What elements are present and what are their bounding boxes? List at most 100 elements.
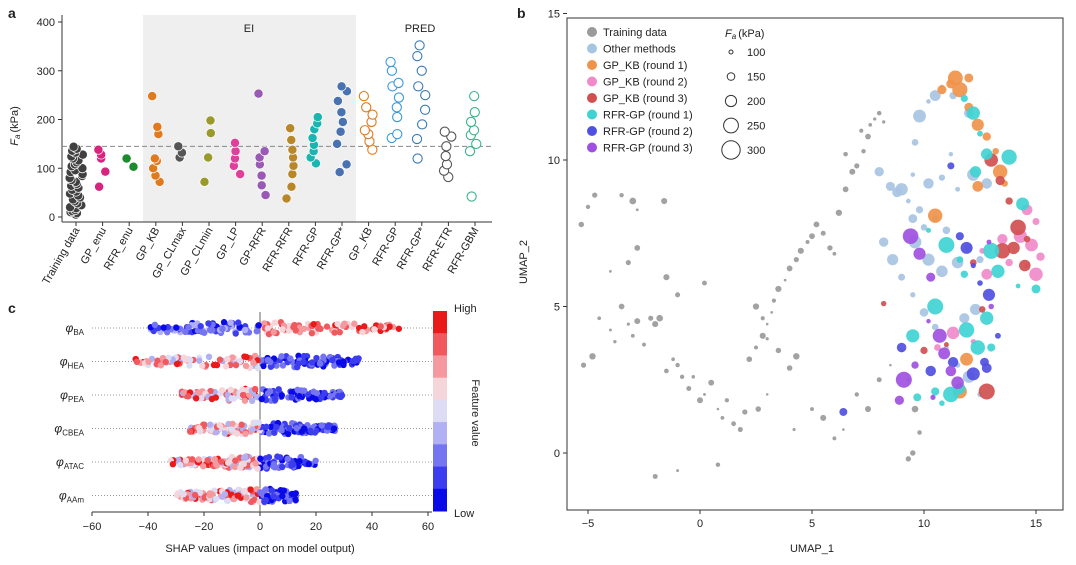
a-group-10 (332, 81, 352, 178)
b-x-tick-label: 0 (697, 518, 703, 530)
shap-point (232, 330, 239, 337)
b-point (926, 99, 931, 104)
b-point (625, 259, 631, 266)
legend-label: Training data (603, 27, 668, 39)
b-point (715, 462, 721, 467)
shap-point (196, 489, 204, 496)
shap-point (288, 462, 295, 469)
b-point (977, 130, 983, 137)
shap-point (271, 429, 278, 436)
b-point (609, 269, 612, 273)
a-point (260, 190, 271, 201)
b-point (686, 386, 692, 392)
a-point (420, 89, 431, 101)
b-point (920, 346, 928, 355)
b-y-tick-label: 15 (548, 9, 560, 21)
shap-row-ATAC: φATAC (56, 453, 432, 472)
shap-point (173, 324, 180, 331)
a-group-2 (121, 153, 139, 172)
ei-region-label: EI (244, 23, 254, 35)
a-point (359, 125, 371, 136)
b-point (958, 322, 975, 338)
b-point (981, 178, 992, 189)
legend-marker (587, 60, 597, 70)
b-point (716, 407, 720, 411)
shap-point (254, 465, 261, 472)
b-point (972, 181, 984, 192)
b-point (626, 322, 630, 326)
b-point (839, 407, 848, 416)
a-y-tick-label: 300 (37, 66, 55, 78)
shap-point (266, 358, 274, 366)
b-point (943, 386, 959, 403)
shap-point (221, 430, 229, 437)
a-point (440, 150, 451, 162)
shap-point (196, 424, 203, 432)
shap-point (198, 395, 205, 402)
shap-point (295, 360, 302, 367)
b-point (947, 70, 963, 86)
shap-point (228, 395, 235, 402)
a-point (100, 166, 111, 177)
a-point (205, 128, 216, 139)
feature-label: φPEA (60, 388, 85, 404)
b-point (578, 221, 585, 228)
colorbar-segment (433, 311, 447, 334)
b-point (971, 118, 984, 131)
panel-label-b: b (517, 5, 526, 21)
b-point (922, 253, 935, 266)
shap-point (243, 494, 250, 501)
b-point (943, 342, 949, 348)
a-point (361, 102, 372, 113)
shap-point (211, 456, 218, 463)
b-point (1005, 258, 1013, 267)
b-point (874, 167, 884, 177)
a-point (419, 104, 431, 115)
shap-point (249, 426, 256, 433)
b-point (919, 308, 929, 317)
a-y-tick-label: 400 (37, 17, 55, 29)
legend-label: GP_KB (round 1) (603, 60, 687, 72)
a-point (334, 167, 345, 178)
a-point (386, 65, 398, 76)
a-point (393, 77, 404, 89)
shap-row-HEA: φHEA (60, 352, 432, 372)
b-x-tick-label: −5 (582, 518, 595, 530)
shap-point (377, 323, 384, 330)
b-point (1031, 284, 1041, 294)
b-point (708, 379, 715, 386)
b-x-axis-label: UMAP_1 (790, 543, 834, 555)
shap-point (219, 325, 226, 333)
shap-point (252, 460, 259, 467)
b-point (981, 268, 993, 280)
b-point (917, 430, 922, 435)
shap-point (229, 354, 236, 361)
a-group-12 (385, 56, 405, 144)
b-point (988, 303, 994, 310)
a-point (256, 170, 267, 181)
b-point (931, 323, 939, 331)
shap-point (224, 355, 231, 363)
colorbar-segment (433, 355, 447, 379)
b-x-tick-label: 10 (918, 518, 930, 530)
a-point (93, 144, 104, 155)
shap-point (265, 453, 273, 461)
shap-point (279, 362, 287, 369)
b-point (642, 342, 646, 347)
b-point (913, 393, 922, 402)
shap-point (251, 385, 259, 393)
b-point (997, 233, 1008, 245)
b-point (873, 117, 877, 121)
shap-point (266, 388, 274, 395)
b-point (652, 321, 659, 328)
a-point (441, 159, 453, 170)
a-group-13 (411, 40, 431, 164)
feature-label: φHEA (60, 355, 85, 371)
b-point (930, 394, 936, 400)
shap-point (279, 463, 286, 471)
a-point (441, 141, 452, 152)
shap-point (331, 362, 338, 369)
a-group-4 (173, 141, 187, 163)
a-point (332, 138, 343, 149)
